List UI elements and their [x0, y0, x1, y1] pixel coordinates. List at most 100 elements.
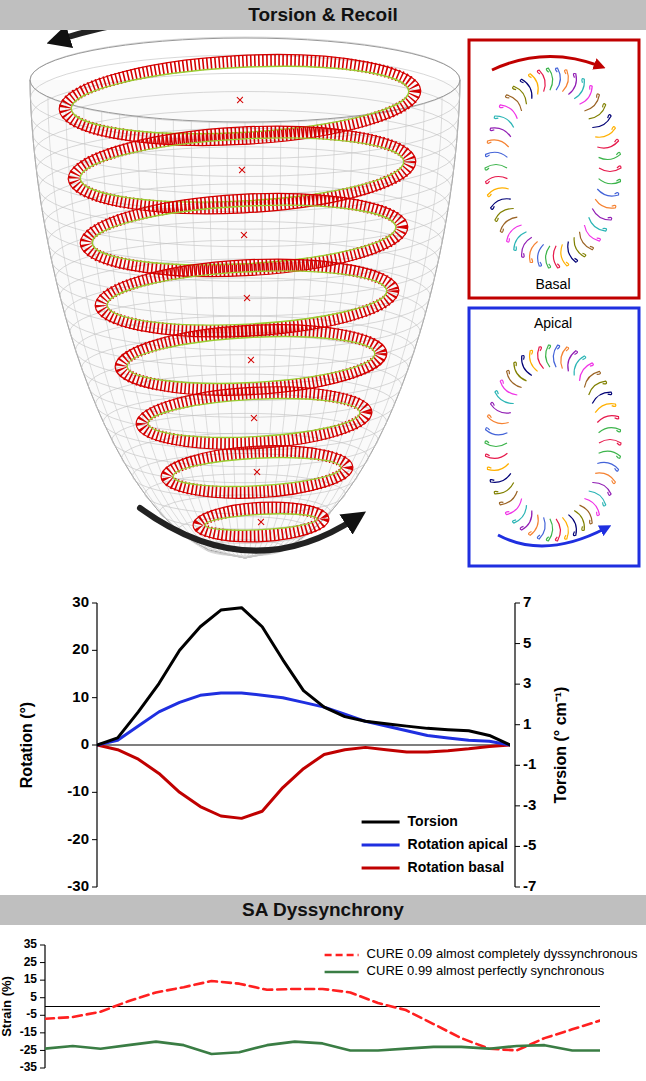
- ring-center: [239, 167, 245, 173]
- fiber-loop: [562, 70, 568, 92]
- fiber-loop: [513, 505, 527, 523]
- fiber-loop: [595, 199, 616, 208]
- myocardial-ring: [113, 318, 388, 401]
- myocardial-ring: [93, 252, 401, 344]
- fiber-loop: [538, 244, 544, 266]
- fiber-loop: [595, 404, 616, 413]
- fiber-loop: [584, 499, 599, 516]
- inset-apical: Apical: [469, 308, 639, 566]
- y2-tick: [515, 765, 520, 766]
- y-tick-label: 15: [24, 972, 38, 986]
- fiber-loop: [490, 128, 511, 137]
- fiber-loop: [507, 370, 522, 387]
- y2-tick: [515, 643, 520, 644]
- legend-swatch: [325, 954, 359, 957]
- y-tick: [92, 745, 97, 746]
- fiber-loop: [555, 519, 560, 541]
- twist-arrow-bottom: [140, 508, 356, 551]
- fiber-loop: [599, 428, 621, 433]
- fiber-loop: [561, 244, 569, 266]
- fiber-loop: [499, 105, 517, 119]
- fiber-loop: [538, 347, 544, 369]
- y2-tick: [515, 887, 520, 888]
- ring-outer: [135, 381, 374, 455]
- ring-center: [241, 232, 247, 238]
- inset-label: Basal: [535, 276, 570, 292]
- ring-inner: [126, 331, 376, 389]
- y2-tick-label: 3: [523, 674, 531, 691]
- ring-inner: [91, 198, 398, 271]
- y2-tick: [515, 724, 520, 725]
- fiber-loop: [568, 74, 576, 95]
- series-group: [97, 608, 510, 819]
- ring-hatch: [198, 505, 323, 539]
- fiber-loop: [494, 483, 513, 494]
- fiber-loop: [546, 68, 552, 90]
- y2-axis-title: Torsion (° cm⁻¹): [552, 687, 569, 804]
- ring-inner: [79, 131, 406, 210]
- fiber-loop: [487, 140, 508, 147]
- panel-title: SA Dyssynchrony: [242, 899, 404, 920]
- fiber-loop: [574, 79, 584, 99]
- fiber-loop: [562, 517, 568, 539]
- fiber-loop: [580, 505, 593, 524]
- chart-0: -30-20-100102030-7-5-3-11357Torsion (° c…: [18, 593, 569, 894]
- ring-outer: [113, 318, 388, 401]
- y2-tick: [515, 603, 520, 604]
- y2-tick: [515, 805, 520, 806]
- ring-outer: [192, 499, 330, 545]
- y-tick: [40, 1068, 45, 1069]
- mesh-meridian: [245, 80, 460, 558]
- y2-tick-label: -7: [523, 877, 536, 894]
- header-bar: [0, 0, 646, 30]
- legend-label: Rotation basal: [408, 859, 504, 875]
- ring-outer: [160, 441, 354, 503]
- y-tick: [40, 962, 45, 963]
- ring-center: [254, 469, 260, 475]
- y2-tick-label: 5: [523, 634, 531, 651]
- ring-hatch: [166, 448, 348, 497]
- fiber-loop: [592, 392, 611, 403]
- fiber-loop: [584, 225, 600, 241]
- panel-title: Torsion & Recoil: [248, 4, 398, 25]
- y-axis-title: Strain (%): [0, 976, 14, 1037]
- fiber-loop: [555, 68, 560, 90]
- fiber-loop: [592, 482, 611, 495]
- ring-center: [248, 357, 254, 363]
- y2-tick: [515, 684, 520, 685]
- ring-hatch: [141, 388, 367, 449]
- fiber-loop: [597, 416, 618, 423]
- ring-outer: [93, 252, 401, 344]
- ring-inner: [172, 454, 341, 490]
- inset-label: Apical: [534, 315, 572, 331]
- y-axis-title: Rotation (°): [18, 702, 35, 788]
- fiber-loop: [580, 363, 594, 381]
- y-tick-label: 30: [72, 593, 89, 610]
- fiber-loop: [580, 232, 594, 250]
- y-tick: [92, 839, 97, 840]
- inset-frame: [469, 308, 639, 566]
- series-line: [97, 693, 510, 745]
- fiber-loop: [589, 104, 606, 119]
- y2-tick-label: 1: [523, 715, 531, 732]
- fiber-loop: [537, 70, 545, 92]
- fiber-loop: [488, 188, 509, 197]
- fiber-loop: [595, 473, 615, 484]
- fiber-loop: [490, 473, 511, 482]
- y-tick-label: 0: [81, 735, 89, 752]
- y2-axis: [514, 603, 515, 887]
- fiber-loop: [574, 356, 586, 376]
- fiber-loop: [491, 199, 511, 210]
- y-tick: [92, 650, 97, 651]
- fiber-loop: [494, 116, 513, 128]
- fiber-loop: [486, 453, 508, 458]
- y2-tick-label: -5: [523, 836, 536, 853]
- y-tick-label: 35: [24, 937, 38, 951]
- fiber-loop: [589, 217, 607, 231]
- fiber-loop: [528, 515, 538, 536]
- myocardial-ring: [135, 381, 374, 455]
- fiber-loop: [592, 115, 611, 128]
- legend: TorsionRotation apicalRotation basal: [362, 813, 508, 875]
- fiber-loop: [589, 491, 606, 506]
- y-tick: [40, 980, 45, 981]
